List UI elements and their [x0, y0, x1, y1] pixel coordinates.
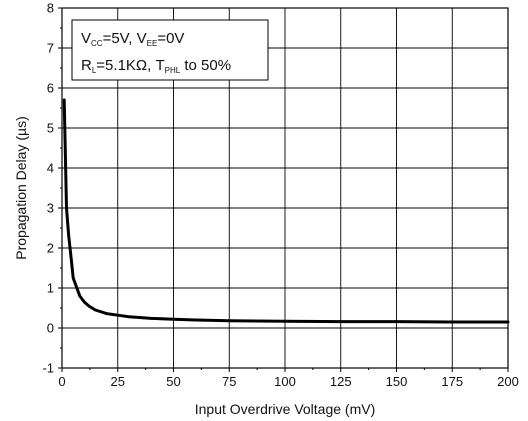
legend-vee-value: =0V: [157, 30, 184, 47]
x-tick-label: 50: [166, 374, 180, 389]
x-tick-label: 100: [274, 374, 296, 389]
y-tick-label: 7: [47, 41, 54, 56]
legend-vcc-symbol: V: [81, 30, 91, 47]
legend-rl-subscript: L: [92, 66, 97, 75]
x-tick-label: 25: [111, 374, 125, 389]
x-axis-title: Input Overdrive Voltage (mV): [195, 401, 376, 417]
x-tick-labels: 0 25 50 75 100 125 150 175 200: [58, 374, 518, 389]
plot-frame: [61, 7, 509, 369]
series-line-propagation-delay: [62, 98, 510, 324]
x-tick-label: 75: [222, 374, 236, 389]
legend-vcc-subscript: CC: [91, 39, 103, 48]
y-tick-label: -1: [42, 361, 54, 376]
legend-tphl-value: to 50%: [180, 57, 231, 74]
y-tick-label: 5: [47, 121, 54, 136]
legend-line-load: RL=5.1KΩ, TPHL to 50%: [81, 57, 231, 75]
x-tick-label: 150: [386, 374, 408, 389]
legend-vcc-value: =5V, V: [103, 30, 147, 47]
y-tick-label: 0: [47, 321, 54, 336]
y-tick-labels: -1 0 1 2 3 4 5 6 7 8: [42, 1, 54, 376]
y-tick-label: 6: [47, 81, 54, 96]
y-tick-label: 2: [47, 241, 54, 256]
y-tick-label: 8: [47, 1, 54, 16]
legend-vee-subscript: EE: [147, 39, 158, 48]
y-axis-title: Propagation Delay (µs): [13, 116, 29, 259]
x-tick-label: 125: [330, 374, 352, 389]
conditions-legend: VCC=5V, VEE=0V RL=5.1KΩ, TPHL to 50%: [71, 19, 269, 81]
legend-tphl-subscript: PHL: [165, 66, 181, 75]
x-tick-label: 175: [441, 374, 463, 389]
x-tick-label: 0: [58, 374, 65, 389]
y-tick-label: 1: [47, 281, 54, 296]
grid-lines: [62, 8, 508, 368]
legend-line-supply: VCC=5V, VEE=0V: [81, 30, 184, 48]
legend-box: [71, 19, 269, 81]
y-tick-label: 4: [47, 161, 54, 176]
legend-rl-symbol: R: [81, 57, 92, 74]
y-tick-label: 3: [47, 201, 54, 216]
legend-rl-value: =5.1KΩ, T: [96, 57, 164, 74]
x-tick-label: 200: [497, 374, 519, 389]
